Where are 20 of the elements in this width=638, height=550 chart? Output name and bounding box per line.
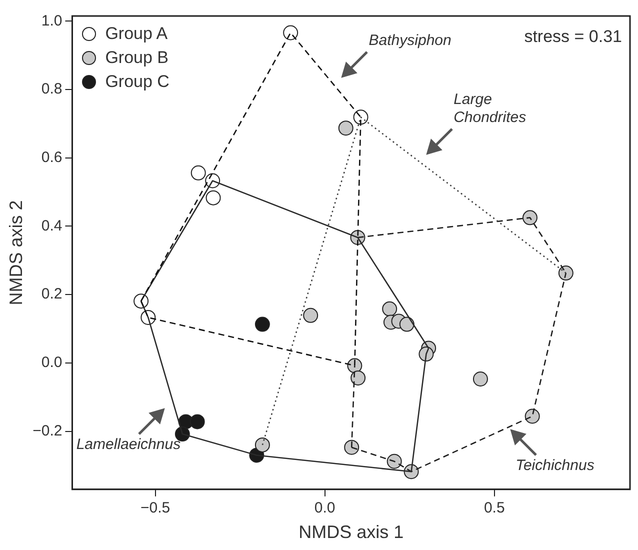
x-tick-label: −0.5: [140, 500, 170, 517]
annotation: Large Chondrites: [454, 91, 528, 128]
y-tick-label: 0.4: [41, 217, 62, 234]
y-tick-label: −0.2: [32, 422, 62, 440]
annotation: Teichichnus: [516, 456, 594, 475]
x-axis-title: NMDS axis 1: [298, 522, 404, 542]
legend-label: Group B: [105, 48, 169, 68]
legend-label: Group A: [105, 24, 168, 44]
annotation: Bathysiphon: [368, 32, 452, 50]
y-tick-label: 0.2: [41, 286, 62, 303]
y-axis-title: NMDS axis 2: [6, 200, 26, 306]
y-tick-label: 0.6: [41, 148, 62, 166]
legend-label: Group C: [105, 72, 170, 92]
y-tick-label: 0.0: [41, 354, 62, 372]
annotation: Lamellaeichnus: [76, 436, 181, 454]
y-tick-label: 1.0: [41, 12, 62, 30]
y-tick-label: 0.8: [41, 80, 62, 98]
x-tick-label: 0.0: [314, 500, 336, 517]
annotation: stress = 0.31: [524, 27, 622, 46]
x-tick-label: 0.5: [484, 500, 505, 517]
